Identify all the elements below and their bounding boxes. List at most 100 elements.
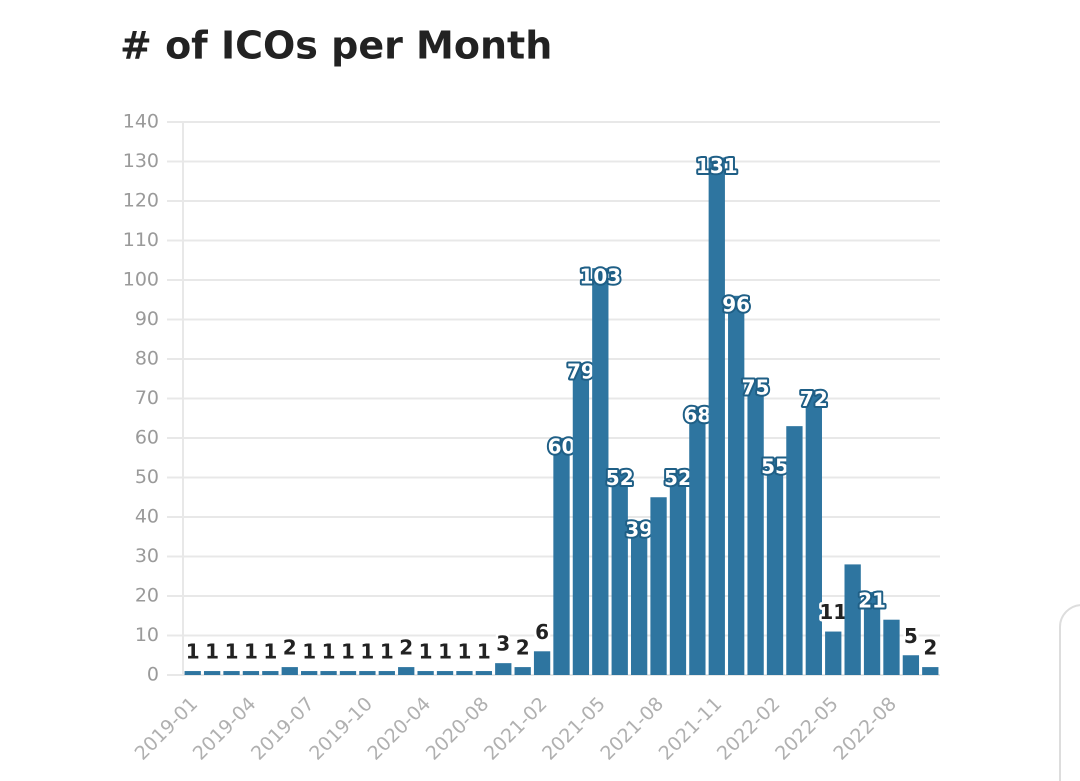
bar: [339, 671, 357, 675]
value-label: 1: [341, 640, 355, 664]
bar: [844, 564, 861, 675]
x-tick-label: 2021-05: [538, 693, 610, 765]
x-tick-label: 2019-04: [189, 693, 261, 765]
bar: [281, 667, 298, 675]
y-tick-label: 110: [123, 229, 159, 251]
bar: [825, 631, 842, 675]
value-label: 52: [664, 466, 692, 490]
x-tick-label: 2022-05: [771, 693, 843, 765]
bar: [475, 671, 493, 675]
bar: [203, 671, 221, 675]
bar: [398, 667, 415, 675]
value-label: 1: [380, 640, 394, 664]
bar: [630, 520, 648, 675]
bar: [863, 592, 881, 675]
value-label: 2: [283, 636, 297, 660]
value-label: 21: [858, 589, 886, 613]
x-tick-label: 2022-08: [829, 693, 901, 765]
value-label: 55: [761, 454, 789, 478]
value-label: 1: [322, 640, 336, 664]
x-tick-label: 2021-11: [655, 693, 727, 765]
value-label: 103: [579, 265, 621, 289]
value-label: 96: [722, 292, 750, 316]
bar: [320, 671, 337, 675]
value-label: 1: [438, 640, 452, 664]
value-label: 79: [567, 359, 595, 383]
y-tick-label: 40: [135, 506, 159, 528]
value-label: 1: [360, 640, 374, 664]
bar: [436, 671, 454, 675]
value-label: 1: [477, 640, 491, 664]
y-tick-label: 120: [123, 190, 159, 212]
bar: [378, 671, 395, 675]
bar: [883, 619, 900, 675]
bar: [592, 268, 609, 675]
value-label: 1: [244, 640, 258, 664]
value-label: 1: [186, 640, 200, 664]
bar: [553, 438, 570, 675]
x-tick-label: 2020-08: [422, 693, 494, 765]
y-tick-label: 10: [135, 624, 159, 646]
x-tick-label: 2019-07: [247, 693, 319, 765]
value-label: 1: [302, 640, 316, 664]
bar: [495, 663, 512, 675]
value-label: 2: [399, 636, 413, 660]
bar: [262, 671, 279, 675]
value-label: 72: [800, 387, 828, 411]
bar: [533, 651, 551, 675]
x-tick-label: 2021-08: [596, 693, 668, 765]
y-tick-label: 130: [123, 150, 159, 172]
value-label: 131: [696, 154, 738, 178]
y-tick-label: 140: [123, 111, 159, 133]
y-tick-label: 80: [135, 348, 159, 370]
bar: [708, 157, 725, 676]
value-label: 1: [263, 640, 277, 664]
bar: [650, 497, 667, 675]
bar: [669, 469, 687, 675]
bar: [922, 667, 939, 675]
bar: [766, 457, 784, 675]
value-label: 1: [205, 640, 219, 664]
value-label: 1: [457, 640, 471, 664]
value-label: 11: [819, 600, 847, 624]
bar: [611, 469, 628, 675]
value-label: 2: [516, 636, 530, 660]
value-label: 2: [923, 636, 937, 660]
side-card: [1059, 604, 1080, 781]
bar: [747, 378, 764, 675]
y-tick-label: 70: [135, 387, 159, 409]
value-label: 68: [683, 403, 711, 427]
y-tick-label: 0: [147, 664, 159, 686]
value-label: 75: [742, 375, 770, 399]
bar: [223, 671, 240, 675]
y-tick-label: 50: [135, 466, 159, 488]
y-tick-label: 30: [135, 545, 159, 567]
bar: [417, 671, 434, 675]
value-label: 5: [904, 624, 918, 648]
y-tick-label: 60: [135, 427, 159, 449]
bar: [689, 406, 706, 675]
bar: [514, 667, 531, 675]
bar: [301, 671, 318, 675]
bar: [572, 362, 590, 675]
bar: [242, 671, 260, 675]
bar: [456, 671, 473, 675]
x-tick-label: 2020-04: [363, 693, 435, 765]
y-tick-label: 100: [123, 269, 159, 291]
x-tick-label: 2019-01: [131, 693, 203, 765]
value-label: 6: [535, 620, 549, 644]
bar: [184, 671, 201, 675]
y-tick-label: 90: [135, 308, 159, 330]
x-tick-label: 2022-02: [713, 693, 785, 765]
x-tick-label: 2021-02: [480, 693, 552, 765]
bar: [902, 655, 920, 675]
x-tick-label: 2019-10: [305, 693, 377, 765]
value-label: 60: [548, 435, 576, 459]
value-label: 39: [625, 517, 653, 541]
value-label: 1: [419, 640, 433, 664]
value-label: 52: [606, 466, 634, 490]
value-label: 1: [225, 640, 239, 664]
bar: [728, 295, 745, 675]
